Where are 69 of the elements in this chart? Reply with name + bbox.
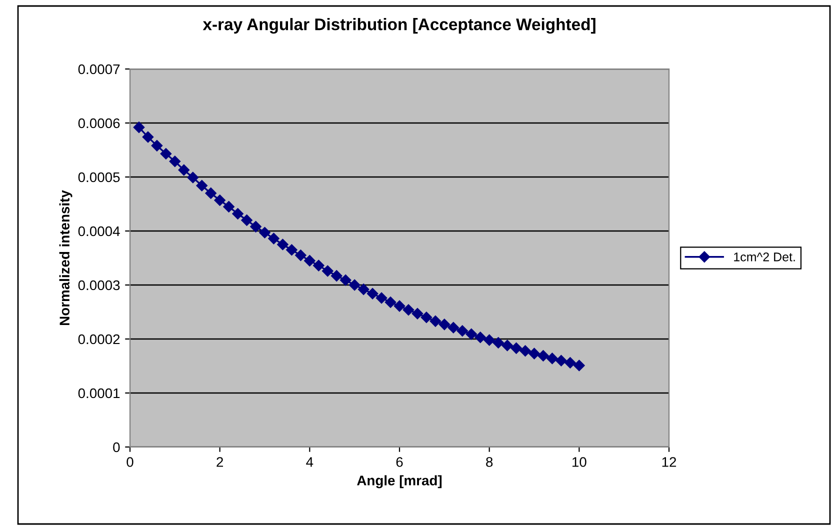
point: [232, 208, 244, 220]
x-tick-label: 12: [662, 457, 676, 467]
point: [358, 284, 370, 295]
point: [304, 255, 316, 266]
x-tick-label: 4: [306, 457, 314, 467]
point: [430, 316, 442, 327]
x-tick-label: 10: [572, 457, 586, 467]
point: [178, 164, 190, 176]
point: [259, 227, 270, 238]
point: [295, 250, 306, 261]
point: [466, 328, 477, 340]
point: [474, 332, 486, 343]
point: [384, 296, 396, 308]
point: [528, 348, 540, 360]
point: [286, 244, 298, 256]
point: [492, 337, 504, 348]
point: [438, 318, 450, 330]
point: [510, 342, 522, 354]
point: [412, 308, 424, 320]
y-axis-title: Normalized intensity: [59, 190, 72, 325]
point: [456, 325, 468, 337]
point: [250, 221, 262, 232]
y-tick-label: 0.0006: [78, 118, 120, 128]
y-tick-label: 0: [113, 442, 120, 452]
point: [331, 270, 342, 282]
y-tick-label: 0.0003: [78, 280, 120, 290]
x-axis-title: Angle [mrad]: [357, 475, 442, 488]
x-tick-label: 6: [396, 457, 403, 467]
point: [340, 274, 352, 286]
y-tick-label: 0.0007: [78, 64, 120, 74]
point: [241, 214, 252, 226]
point: [187, 172, 198, 184]
point: [268, 232, 280, 244]
point: [142, 131, 154, 143]
point: [205, 188, 216, 199]
point: [394, 300, 406, 312]
point: [376, 292, 388, 304]
chart-title: x-ray Angular Distribution [Acceptance Weighted]: [202, 18, 596, 34]
point: [151, 140, 163, 152]
point: [160, 148, 172, 160]
point: [564, 357, 576, 368]
point: [322, 265, 334, 277]
point: [546, 352, 558, 364]
point: [313, 260, 324, 272]
y-tick-label: 0.0004: [78, 226, 120, 236]
x-tick-label: 2: [216, 457, 223, 467]
point: [348, 279, 360, 291]
point: [556, 354, 567, 366]
point: [402, 304, 414, 316]
point: [520, 345, 531, 356]
point: [133, 122, 145, 133]
y-tick-label: 0.0002: [78, 334, 120, 344]
legend-label: 1cm^2 Det.: [734, 252, 795, 262]
x-tick-label: 0: [126, 457, 134, 467]
y-tick-label: 0.0001: [78, 388, 120, 398]
point: [448, 322, 460, 334]
point: [196, 180, 208, 192]
y-tick-label: 0.0005: [78, 172, 120, 182]
point: [420, 312, 432, 324]
point: [502, 340, 513, 352]
point: [214, 194, 226, 206]
point: [277, 238, 288, 250]
point: [484, 334, 495, 346]
point: [574, 360, 585, 372]
x-tick-label: 8: [486, 457, 493, 467]
point: [169, 156, 181, 167]
point: [223, 201, 234, 212]
point: [538, 350, 549, 362]
point: [366, 288, 378, 300]
